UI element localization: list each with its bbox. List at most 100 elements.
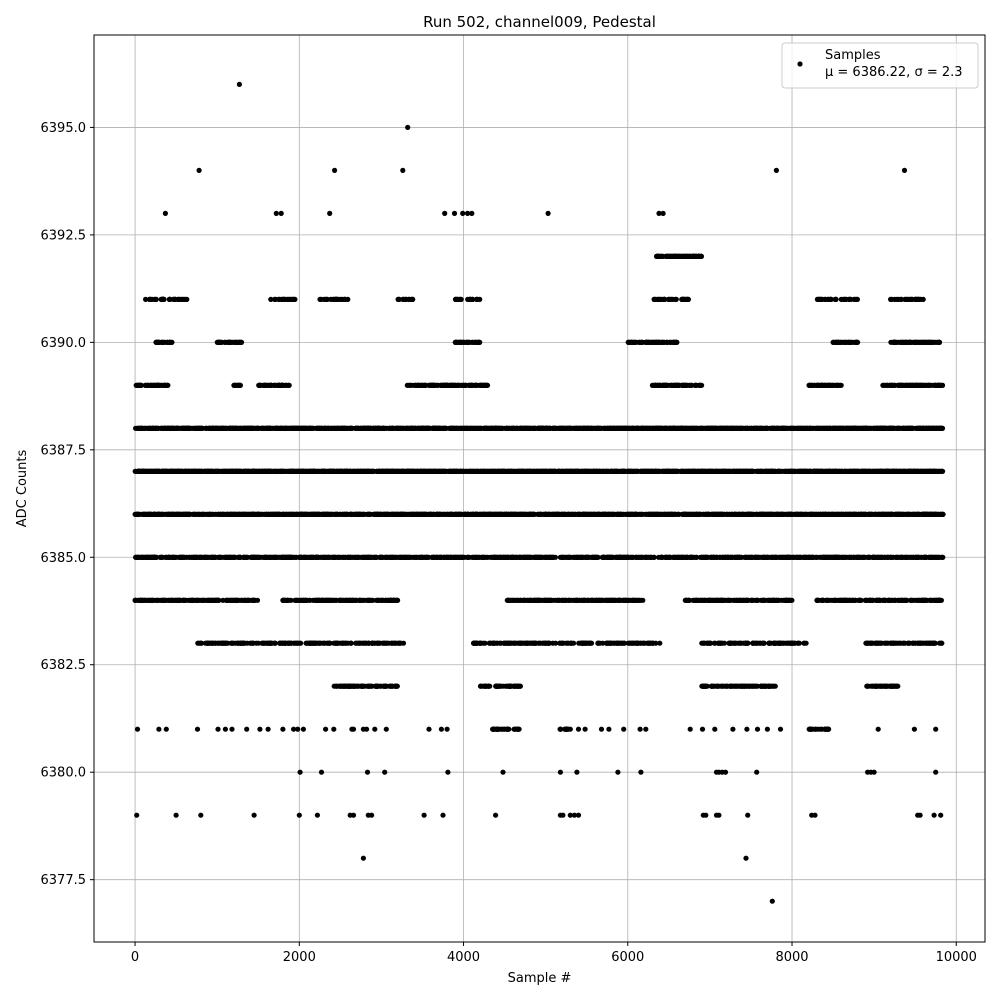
data-point — [279, 468, 285, 474]
data-point — [579, 468, 585, 474]
data-point — [328, 425, 334, 431]
data-point — [405, 468, 412, 474]
data-point — [490, 468, 496, 474]
data-point — [387, 468, 393, 474]
data-point — [651, 468, 658, 474]
data-point — [291, 468, 297, 474]
data-point — [265, 425, 271, 431]
data-point — [537, 425, 543, 431]
data-point — [149, 468, 156, 474]
data-point — [765, 468, 771, 474]
data-point — [772, 425, 778, 431]
data-point — [758, 425, 764, 431]
data-point — [311, 468, 317, 474]
data-point — [273, 425, 279, 431]
data-point — [247, 425, 253, 431]
data-point — [816, 425, 822, 431]
data-point — [825, 468, 831, 474]
data-point — [255, 425, 261, 431]
data-point — [471, 425, 477, 431]
data-point — [502, 468, 508, 474]
data-point — [607, 425, 613, 431]
data-point — [223, 425, 230, 431]
data-point — [704, 425, 710, 431]
data-point — [510, 468, 517, 474]
data-point — [714, 425, 720, 431]
data-point — [209, 425, 215, 431]
data-point — [175, 468, 182, 474]
data-point — [647, 468, 653, 474]
data-point — [698, 425, 704, 431]
data-point — [448, 468, 454, 474]
data-point — [135, 425, 141, 431]
data-point — [802, 425, 808, 431]
data-point — [878, 468, 884, 474]
data-point — [687, 468, 693, 474]
data-point — [418, 468, 424, 474]
data-point — [616, 425, 622, 431]
data-point — [411, 468, 417, 474]
data-point — [678, 425, 684, 431]
data-point — [241, 468, 247, 474]
data-point — [494, 425, 500, 431]
data-point — [225, 468, 231, 474]
data-point — [514, 425, 520, 431]
data-point — [612, 468, 618, 474]
data-point — [449, 425, 456, 431]
data-point — [862, 468, 869, 474]
data-point — [778, 425, 784, 431]
data-point — [234, 468, 240, 474]
data-point — [807, 468, 813, 474]
data-point — [852, 468, 858, 474]
data-point — [586, 468, 592, 474]
data-point — [323, 425, 329, 431]
data-point — [263, 468, 270, 474]
data-point — [905, 425, 911, 431]
data-point — [524, 425, 530, 431]
data-point — [442, 468, 449, 474]
data-point — [339, 425, 346, 431]
data-point — [353, 425, 359, 431]
data-point — [833, 468, 839, 474]
data-point — [443, 425, 449, 431]
data-point — [322, 468, 328, 474]
data-point — [698, 468, 705, 474]
data-point — [800, 468, 807, 474]
data-point — [725, 425, 731, 431]
data-point — [872, 468, 878, 474]
data-point — [215, 468, 221, 474]
data-point — [663, 468, 669, 474]
data-point — [156, 425, 162, 431]
data-point — [625, 468, 632, 474]
data-point — [293, 425, 299, 431]
data-point — [317, 425, 323, 431]
data-point — [776, 468, 782, 474]
data-point — [923, 425, 929, 431]
data-point — [813, 468, 819, 474]
data-point — [374, 425, 380, 431]
data-point — [853, 425, 859, 431]
data-point — [866, 425, 872, 431]
data-point — [407, 425, 413, 431]
data-point — [411, 425, 418, 431]
data-point — [810, 425, 816, 431]
data-point — [419, 425, 425, 431]
data-point — [350, 468, 357, 474]
data-point — [572, 425, 578, 431]
data-point — [600, 468, 606, 474]
data-point — [425, 425, 431, 431]
data-point — [301, 468, 307, 474]
data-point — [279, 425, 285, 431]
data-point — [918, 425, 924, 431]
data-point — [343, 468, 349, 474]
data-point — [202, 468, 208, 474]
data-point — [910, 425, 916, 431]
data-point — [658, 425, 664, 431]
data-point — [182, 468, 188, 474]
data-point — [744, 468, 750, 474]
data-point — [554, 468, 561, 474]
data-point — [607, 468, 614, 474]
data-point — [782, 468, 788, 474]
data-point — [565, 425, 571, 431]
data-point — [548, 425, 554, 431]
